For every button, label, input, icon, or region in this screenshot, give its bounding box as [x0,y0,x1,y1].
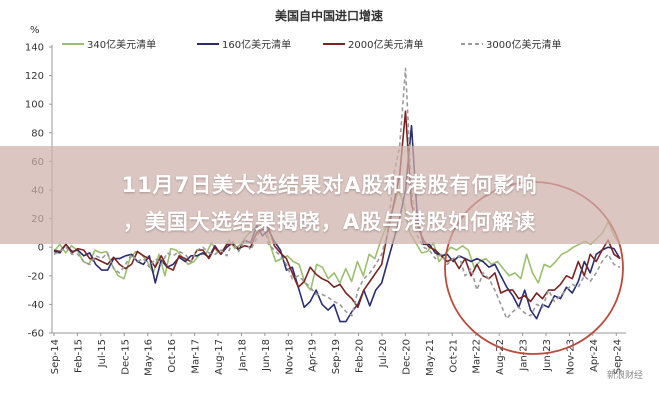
legend-label: 340亿美元清单 [87,38,156,51]
y-tick-label: 100 [25,100,44,111]
watermark-logo: 新浪财经 [606,371,643,381]
y-tick-label: 140 [25,43,44,54]
headline-line-2: ，美国大选结果揭晓，A股与港股如何解读 [122,210,537,234]
x-tick-label: Oct-21 [448,339,459,373]
series-line-1 [53,189,621,291]
x-tick-label: Mar-17 [191,339,202,374]
x-tick-label: Sep-24 [612,339,623,374]
series-line-2 [53,124,621,323]
y-axis-label: % [30,25,40,36]
legend-label: 3000亿美元清单 [486,38,561,51]
x-tick-label: Apr-24 [589,339,600,372]
x-tick-label: Sep-19 [331,339,342,374]
series-line-3 [53,110,621,309]
x-tick-label: Dec-20 [401,339,412,375]
x-tick-label: Mar-22 [472,339,483,374]
x-tick-label: Feb-15 [73,339,84,373]
headline-line-1: 11月7日美大选结果对A股和港股有何影响 [121,173,538,197]
series-line-4 [53,67,621,320]
x-tick-label: Aug-17 [214,339,225,375]
x-tick-label: Jan-18 [237,339,248,372]
x-tick-label: Oct-16 [167,339,178,373]
x-tick-label: Sep-14 [50,339,61,374]
y-tick-label: 0 [38,243,44,254]
x-tick-label: Jul-20 [378,339,389,368]
x-tick-label: Apr-19 [308,339,319,372]
x-tick-label: Jun-23 [542,339,553,372]
x-tick-label: Feb-20 [355,339,366,373]
legend-label: 2000亿美元清单 [348,38,423,51]
x-tick-label: Jun-18 [261,339,272,372]
x-tick-label: Dec-15 [120,339,131,375]
y-tick-label: -60 [28,329,44,340]
x-tick-label: Jul-15 [97,339,108,368]
x-tick-label: Nov-18 [284,339,295,375]
x-tick-label: Nov-23 [565,339,576,375]
y-tick-label: 120 [25,71,44,82]
y-tick-label: -20 [28,271,44,282]
x-tick-label: Jan-23 [519,339,530,372]
legend-label: 160亿美元清单 [222,38,291,51]
x-tick-label: May-21 [425,339,436,376]
x-tick-label: Aug-22 [495,339,506,375]
y-tick-label: 80 [31,128,44,139]
headline-overlay [0,146,659,244]
chart-title: 美国自中国进口增速 [275,8,383,23]
x-tick-label: May-16 [144,339,155,376]
y-tick-label: -40 [28,300,44,311]
